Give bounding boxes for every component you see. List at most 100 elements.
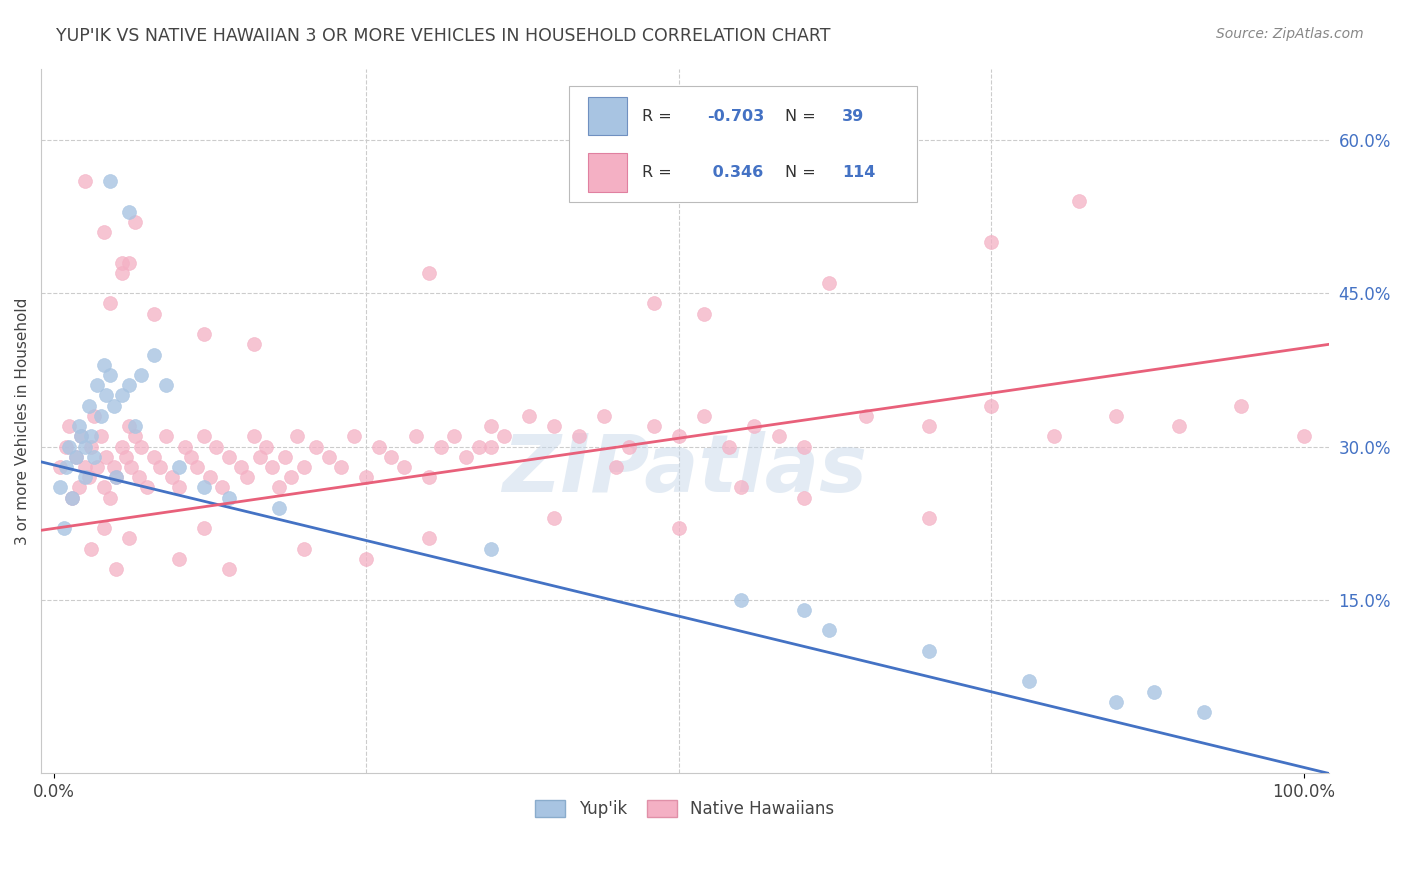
Point (354, 552, 377, 566)
Point (105, 470, 128, 484)
Point (73, 440, 96, 454)
Point (111, 266, 134, 280)
Point (1042, 429, 1064, 443)
Point (136, 480, 159, 494)
Point (90, 409, 112, 423)
Point (793, 491, 815, 505)
Point (83, 450, 105, 464)
Point (142, 348, 165, 362)
Point (93, 225, 115, 239)
Point (86, 459, 108, 474)
Point (94, 450, 117, 464)
Point (643, 419, 665, 434)
Point (479, 440, 502, 454)
Point (568, 429, 591, 443)
Text: Source: ZipAtlas.com: Source: ZipAtlas.com (1216, 27, 1364, 41)
Point (249, 450, 271, 464)
Point (180, 450, 202, 464)
Point (605, 459, 627, 474)
Point (242, 337, 264, 351)
Point (117, 378, 139, 392)
Text: R =: R = (643, 165, 678, 180)
Point (918, 511, 941, 525)
Point (80, 440, 103, 454)
Point (479, 541, 502, 556)
Point (77, 399, 100, 413)
Point (70, 429, 93, 443)
Point (617, 440, 640, 454)
Point (193, 480, 215, 494)
Point (1292, 429, 1315, 443)
Point (768, 429, 790, 443)
Point (262, 459, 284, 474)
Point (60, 491, 83, 505)
Point (443, 429, 465, 443)
Point (111, 440, 134, 454)
Point (1105, 409, 1128, 423)
Point (117, 255, 139, 269)
Point (367, 440, 389, 454)
Point (98, 491, 121, 505)
Point (142, 450, 165, 464)
Point (330, 459, 353, 474)
Point (117, 419, 139, 434)
Point (98, 368, 121, 382)
Point (292, 459, 315, 474)
Point (380, 450, 402, 464)
Point (124, 419, 146, 434)
Text: ZIPatlas: ZIPatlas (502, 432, 868, 509)
Point (392, 459, 415, 474)
Point (730, 592, 752, 607)
Point (124, 215, 146, 229)
Bar (588, 96, 627, 136)
Point (73, 459, 96, 474)
Point (218, 450, 240, 464)
Point (129, 440, 152, 454)
Point (231, 459, 253, 474)
Point (918, 419, 941, 434)
Point (173, 440, 195, 454)
Point (267, 480, 290, 494)
Point (692, 307, 714, 321)
Point (668, 521, 690, 535)
Point (73, 470, 96, 484)
Bar (588, 153, 627, 192)
Y-axis label: 3 or more Vehicles in Household: 3 or more Vehicles in Household (15, 297, 30, 545)
Point (58, 440, 80, 454)
Point (855, 409, 877, 423)
Point (980, 399, 1002, 413)
Point (817, 624, 839, 638)
Point (155, 378, 177, 392)
Point (211, 480, 233, 494)
Point (93, 480, 115, 494)
Point (418, 532, 440, 546)
Point (980, 235, 1002, 250)
Point (94, 388, 117, 402)
Point (70, 429, 93, 443)
Text: 39: 39 (842, 109, 865, 124)
Point (668, 429, 690, 443)
Point (128, 470, 150, 484)
Point (318, 450, 340, 464)
Point (167, 459, 190, 474)
Point (1143, 684, 1166, 698)
Point (55, 440, 77, 454)
Point (93, 358, 115, 372)
Point (93, 521, 115, 535)
Legend: Yup'ik, Native Hawaiians: Yup'ik, Native Hawaiians (529, 794, 841, 825)
Point (55, 459, 77, 474)
Point (193, 521, 215, 535)
Point (543, 511, 565, 525)
Point (58, 419, 80, 434)
Point (205, 440, 228, 454)
Point (343, 429, 366, 443)
Point (430, 440, 453, 454)
Point (83, 409, 105, 423)
Point (103, 399, 125, 413)
Point (52, 521, 75, 535)
Text: N =: N = (786, 165, 821, 180)
Point (65, 450, 87, 464)
Point (456, 450, 478, 464)
Text: -0.703: -0.703 (707, 109, 763, 124)
Point (103, 459, 125, 474)
